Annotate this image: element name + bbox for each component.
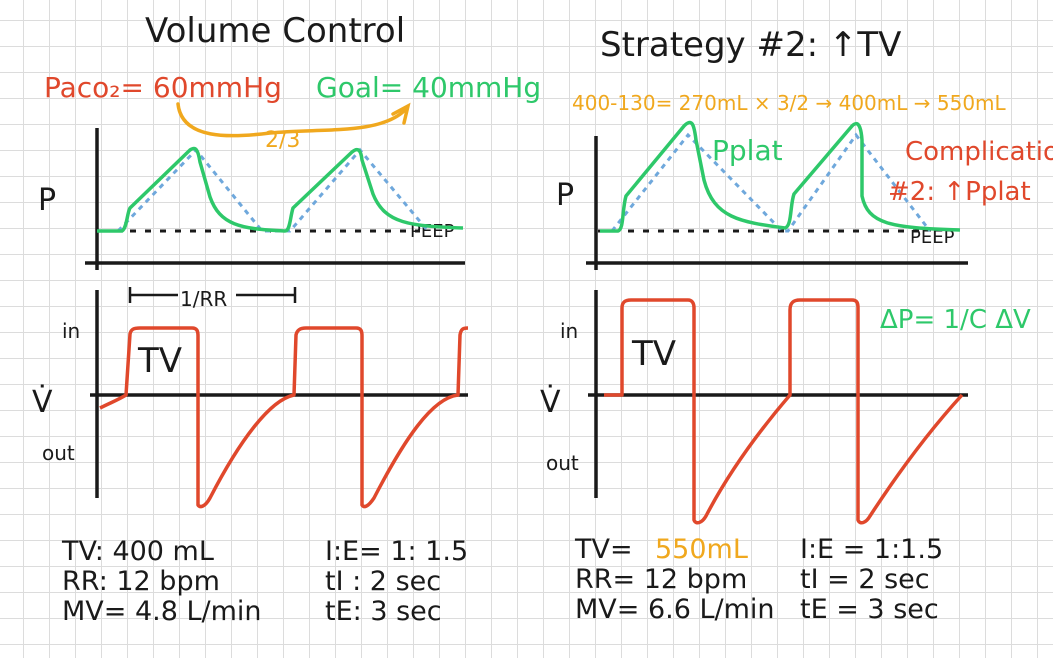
- left-panel: Volume Control Paco₂= 60mmHg Goal= 40mmH…: [32, 11, 541, 627]
- right-param-te: tE = 3 sec: [800, 594, 939, 625]
- right-param-tv-prefix: TV=: [574, 534, 633, 565]
- right-p-label: P: [556, 178, 574, 213]
- right-param-ie: I:E = 1:1.5: [800, 534, 943, 565]
- right-param-rr: RR= 12 bpm: [575, 564, 747, 595]
- right-dotted-pressure-curve: [610, 132, 932, 233]
- fraction-label: 2/3: [265, 128, 300, 153]
- left-flow-curve: [99, 326, 469, 509]
- goal-label: Goal= 40mmHg: [316, 71, 541, 104]
- left-p-label: P: [38, 183, 56, 218]
- complication-line1: Complication: [905, 137, 1053, 167]
- left-out-label: out: [42, 441, 75, 465]
- right-tv-box-label: TV: [631, 334, 676, 374]
- left-pressure-curve: [97, 146, 464, 233]
- equation-label: ΔP= 1/C ΔV: [880, 305, 1031, 335]
- complication-line2: #2: ↑Pplat: [888, 177, 1031, 207]
- left-param-tv: TV: 400 mL: [61, 536, 214, 567]
- goal-arrow: [176, 102, 407, 138]
- calc-label: 400-130= 270mL × 3/2 → 400mL → 550mL: [572, 91, 1007, 115]
- left-in-label: in: [62, 319, 80, 343]
- left-title: Volume Control: [145, 11, 405, 51]
- right-param-mv: MV= 6.6 L/min: [575, 594, 775, 625]
- left-param-mv: MV= 4.8 L/min: [62, 596, 262, 627]
- right-param-ti: tI = 2 sec: [800, 564, 930, 595]
- left-param-te: tE: 3 sec: [325, 596, 442, 627]
- left-tv-box-label: TV: [137, 341, 182, 381]
- left-param-ti: tI : 2 sec: [325, 566, 441, 597]
- left-flow-label: V̇: [32, 385, 53, 420]
- right-pressure-curve: [600, 120, 961, 233]
- right-out-label: out: [546, 451, 579, 475]
- pplat-label: Pplat: [712, 134, 783, 167]
- right-flow-curve: [604, 298, 964, 525]
- right-peep-label: PEEP: [910, 227, 955, 248]
- left-rr-label: 1/RR: [180, 287, 227, 311]
- left-param-ie: I:E= 1: 1.5: [325, 536, 468, 567]
- right-title: Strategy #2: ↑TV: [600, 25, 901, 65]
- right-param-tv-value: 550mL: [655, 534, 748, 565]
- right-panel: Strategy #2: ↑TV 400-130= 270mL × 3/2 → …: [540, 25, 1053, 625]
- left-param-rr: RR: 12 bpm: [62, 566, 220, 597]
- paco2-label: Paco₂= 60mmHg: [44, 71, 282, 104]
- right-flow-label: V̇: [540, 385, 561, 420]
- right-in-label: in: [560, 319, 578, 343]
- left-dotted-pressure-curve: [116, 147, 430, 233]
- goal-arrow-head: [391, 102, 411, 125]
